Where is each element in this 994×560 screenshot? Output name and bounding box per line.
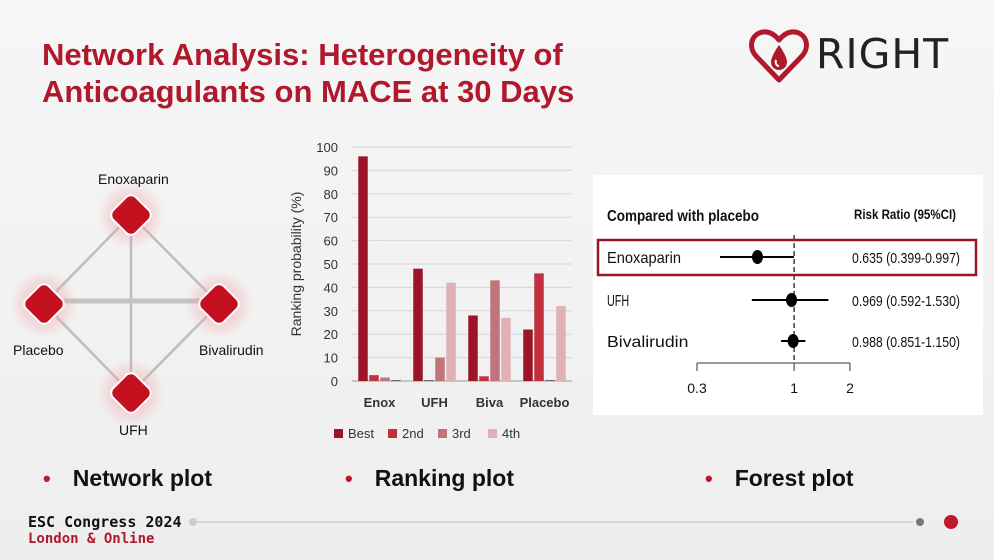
- bullet-label: Network plot: [72, 465, 212, 491]
- forest-header-right: Risk Ratio (95%CI): [854, 206, 956, 222]
- bullet-network-plot: • Network plot: [43, 465, 212, 491]
- footer-dot-red: [944, 515, 958, 529]
- legend-swatch-3rd: [438, 429, 447, 438]
- bullet-label: Ranking plot: [374, 465, 514, 491]
- x-category-label: Enox: [364, 395, 397, 410]
- forest-header-left: Compared with placebo: [607, 208, 759, 225]
- y-axis-label: Ranking probability (%): [288, 192, 304, 337]
- network-plot: Enoxaparin Placebo Bivalirudin UFH: [0, 160, 290, 450]
- bar-biva-3rd: [490, 280, 500, 381]
- bar-biva-best: [468, 315, 478, 381]
- y-tick-label: 90: [324, 163, 338, 178]
- y-tick-label: 70: [324, 210, 338, 225]
- bar-placebo-best: [523, 329, 533, 381]
- forest-row-value: 0.988 (0.851-1.150): [852, 334, 960, 351]
- bullet-ranking-plot: • Ranking plot: [345, 465, 514, 491]
- footer-divider: [193, 521, 913, 523]
- forest-x-tick-label: 1: [790, 380, 798, 396]
- bullet-forest-plot: • Forest plot: [705, 465, 854, 491]
- bar-biva-2nd: [479, 376, 489, 381]
- y-tick-label: 30: [324, 304, 338, 319]
- point-estimate: [786, 293, 798, 307]
- title-line-2: Anticoagulants on MACE at 30 Days: [42, 74, 575, 109]
- x-category-label: Placebo: [520, 395, 570, 410]
- logo-text: RIGHT: [816, 30, 950, 78]
- bar-ufh-best: [413, 268, 423, 381]
- forest-x-tick-label: 2: [846, 380, 854, 396]
- bar-placebo-2nd: [534, 273, 544, 381]
- forest-row-value: 0.635 (0.399-0.997): [852, 250, 960, 267]
- y-tick-label: 80: [324, 187, 338, 202]
- y-tick-label: 100: [316, 140, 338, 155]
- forest-row-label: Bivalirudin: [607, 334, 688, 351]
- x-category-label: UFH: [421, 395, 448, 410]
- y-tick-label: 0: [331, 374, 338, 389]
- bar-enox-2nd: [369, 375, 379, 381]
- legend-swatch-best: [334, 429, 343, 438]
- forest-row-label: UFH: [607, 293, 629, 310]
- y-tick-label: 60: [324, 234, 338, 249]
- footer-congress: ESC Congress 2024: [28, 513, 182, 531]
- y-tick-label: 50: [324, 257, 338, 272]
- legend-swatch-4th: [488, 429, 497, 438]
- bar-enox-3rd: [380, 377, 390, 381]
- slide-title: Network Analysis: Heterogeneity of Antic…: [42, 36, 662, 110]
- bar-ufh-4th: [446, 282, 456, 381]
- forest-row-label: Enoxaparin: [607, 250, 681, 267]
- y-tick-label: 10: [324, 351, 338, 366]
- legend-label-2nd: 2nd: [402, 426, 424, 441]
- bar-placebo-4th: [556, 306, 566, 381]
- footer-dot-start: [189, 518, 197, 526]
- node-ufh: [97, 359, 165, 427]
- bullet-label: Forest plot: [734, 465, 854, 491]
- node-label-ufh: UFH: [119, 422, 148, 438]
- legend-label-3rd: 3rd: [452, 426, 471, 441]
- forest-row-value: 0.969 (0.592-1.530): [852, 293, 960, 310]
- node-bivalirudin: [185, 270, 253, 338]
- forest-x-tick-label: 0.3: [687, 380, 707, 396]
- y-tick-label: 40: [324, 280, 338, 295]
- point-estimate: [751, 250, 763, 264]
- right-logo: RIGHT: [748, 28, 958, 84]
- legend-swatch-2nd: [388, 429, 397, 438]
- forest-plot: Compared with placebo Risk Ratio (95%CI) E…: [593, 175, 983, 415]
- node-placebo: [10, 270, 78, 338]
- point-estimate: [787, 334, 799, 348]
- bar-ufh-3rd: [435, 357, 445, 381]
- footer-location: London & Online: [28, 531, 155, 547]
- title-line-1: Network Analysis: Heterogeneity of: [42, 37, 563, 72]
- footer-dot-gray: [916, 518, 924, 526]
- node-label-bivalirudin: Bivalirudin: [199, 342, 264, 358]
- bar-enox-best: [358, 156, 368, 381]
- legend-label-4th: 4th: [502, 426, 520, 441]
- node-label-placebo: Placebo: [13, 342, 64, 358]
- node-enoxaparin: [97, 181, 165, 249]
- bar-biva-4th: [501, 317, 511, 381]
- heart-drop-icon: [749, 29, 809, 83]
- ranking-chart: 0 10 20 30 40 50 60 70 80 90 100 Ranking probabilit…: [282, 130, 594, 452]
- node-label-enoxaparin: Enoxaparin: [98, 171, 169, 187]
- x-category-label: Biva: [476, 395, 504, 410]
- legend-label-best: Best: [348, 426, 374, 441]
- highlight-box: [596, 238, 978, 277]
- y-tick-label: 20: [324, 327, 338, 342]
